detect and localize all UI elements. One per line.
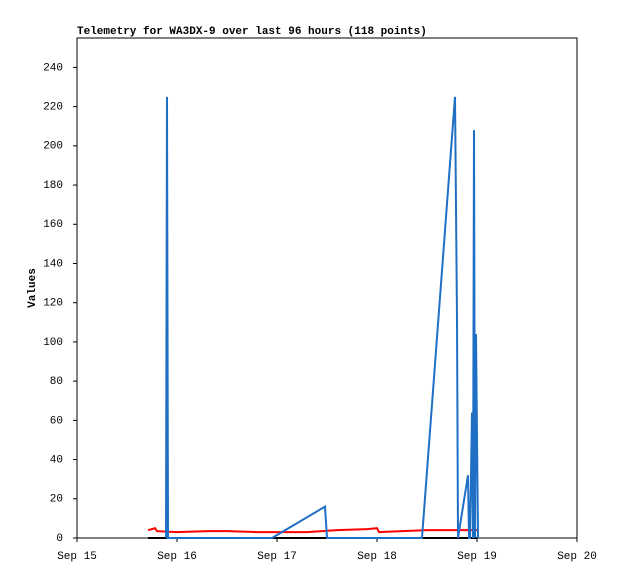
x-tick-label: Sep 17 bbox=[257, 551, 297, 563]
y-tick-label: 200 bbox=[43, 141, 63, 153]
y-tick-label: 40 bbox=[50, 454, 63, 466]
y-tick-label: 100 bbox=[43, 337, 63, 349]
y-tick-label: 60 bbox=[50, 415, 63, 427]
y-tick-label: 180 bbox=[43, 180, 63, 192]
y-tick-label: 0 bbox=[56, 533, 63, 545]
y-tick-label: 120 bbox=[43, 298, 63, 310]
x-tick-label: Sep 20 bbox=[557, 551, 597, 563]
plot-frame bbox=[76, 37, 578, 539]
x-tick-label: Sep 15 bbox=[57, 551, 97, 563]
y-tick-label: 240 bbox=[43, 62, 63, 74]
x-tick-label: Sep 18 bbox=[357, 551, 397, 563]
chart-title: Telemetry for WA3DX-9 over last 96 hours… bbox=[77, 26, 427, 38]
y-tick-label: 80 bbox=[50, 376, 63, 388]
y-axis-label: Values bbox=[27, 268, 39, 308]
series-line bbox=[147, 527, 477, 534]
x-tick-label: Sep 19 bbox=[457, 551, 497, 563]
y-tick-label: 160 bbox=[43, 219, 63, 231]
y-tick-label: 140 bbox=[43, 258, 63, 270]
series-line bbox=[165, 96, 479, 539]
y-tick-label: 220 bbox=[43, 102, 63, 114]
y-tick-label: 20 bbox=[50, 494, 63, 506]
x-tick-label: Sep 16 bbox=[157, 551, 197, 563]
